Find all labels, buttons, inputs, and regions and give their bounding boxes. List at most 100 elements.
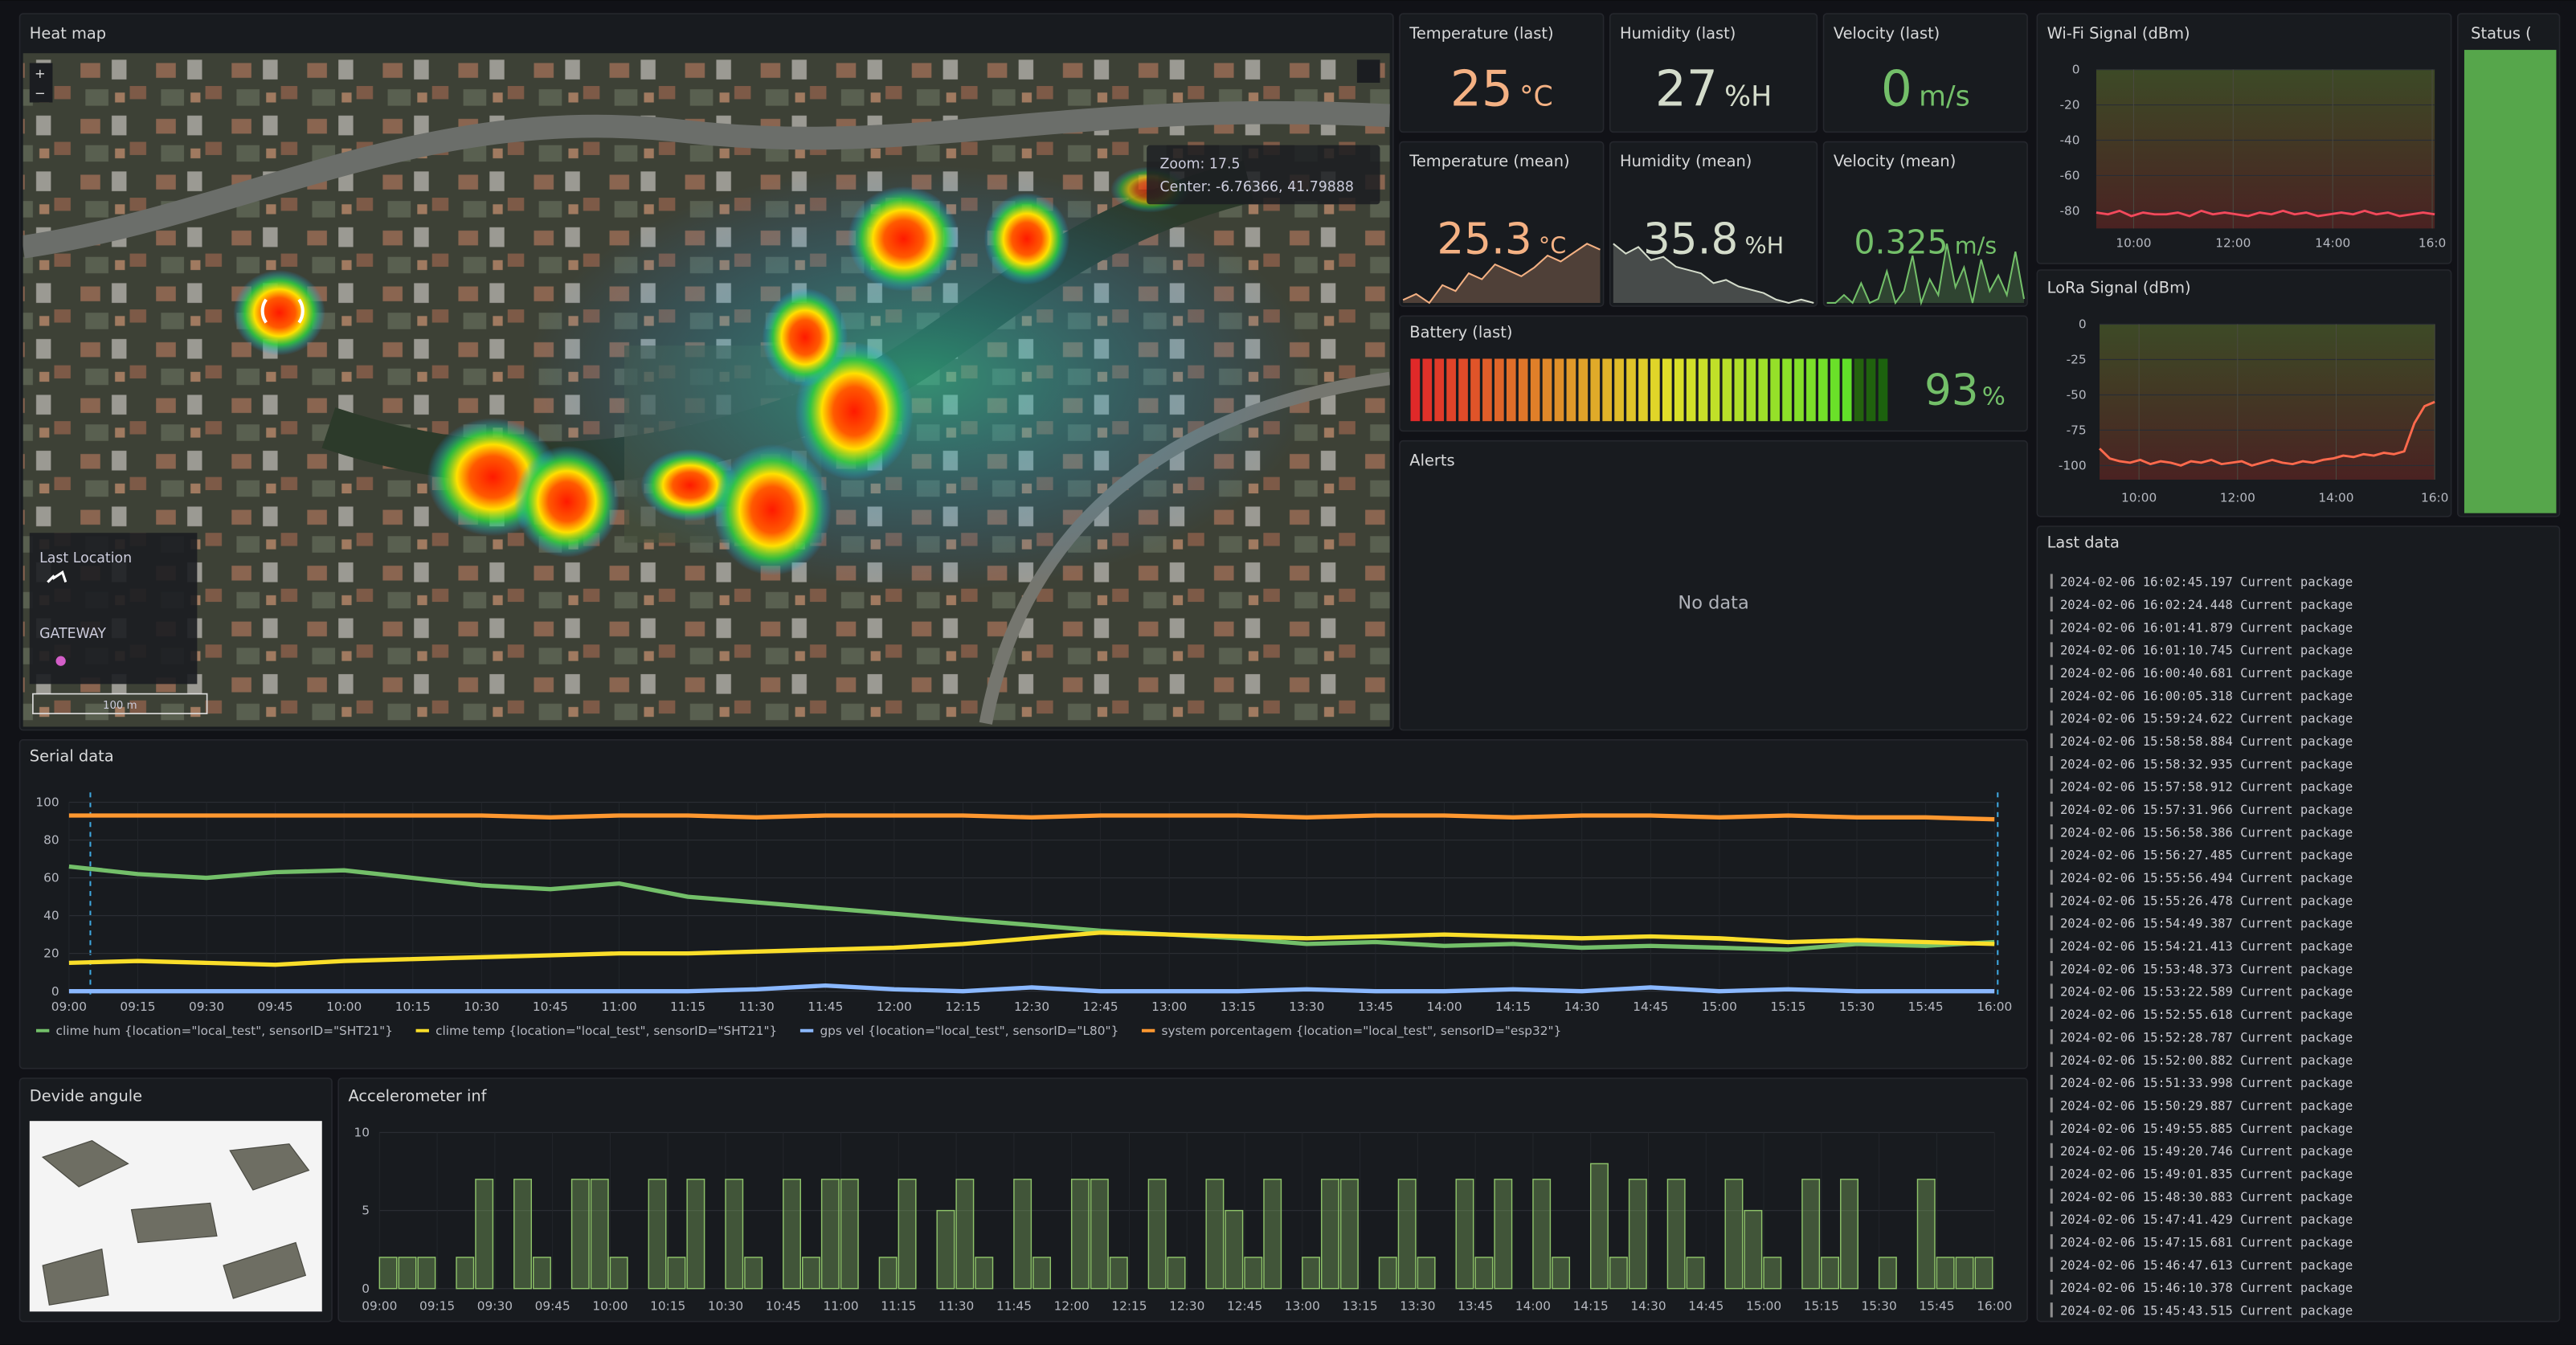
x-tick-label: 14:00 [2318,490,2353,505]
row-marker [2050,1074,2053,1090]
row-marker [2050,642,2053,657]
row-marker [2050,983,2053,999]
x-tick-label: 15:45 [1908,1000,1944,1014]
bar [1321,1179,1339,1290]
status-fill [2464,50,2557,513]
y-tick-label: -25 [2067,353,2087,367]
battery-cell [1482,358,1492,422]
battery-cell [1422,358,1433,422]
y-tick-label: -100 [2059,458,2087,472]
bar [1974,1257,1993,1290]
device-render [130,1202,218,1244]
battery-cell [1830,358,1840,422]
battery-cell [1458,358,1468,422]
bar [533,1257,551,1290]
stat-number: 35.8 [1643,215,1738,264]
battery-value: 93% [1924,366,2006,415]
panel [337,1077,2028,1323]
row-marker [2050,1211,2053,1227]
panel [1399,13,1605,133]
zoom-tooltip [1147,145,1380,205]
battery-cell [1794,358,1804,422]
battery-cell [1806,358,1816,422]
device-render [229,1143,310,1191]
x-tick-label: 14:15 [1495,1000,1531,1014]
bar [1397,1179,1417,1290]
log-row: 2024-02-06 15:53:22.589 Current package [2060,985,2353,1000]
stat-number: 0 [1881,61,1912,118]
bar [1244,1257,1263,1290]
bar [840,1179,859,1290]
log-row: 2024-02-06 15:50:29.887 Current package [2060,1098,2353,1113]
x-tick-label: 10:45 [766,1298,801,1313]
bar [1955,1257,1974,1290]
device-render [41,1140,129,1188]
x-tick-label: 13:30 [1400,1298,1435,1313]
bar [1821,1257,1840,1290]
zoom-out[interactable]: − [35,85,46,100]
x-tick-label: 15:00 [1746,1298,1781,1313]
x-tick-label: 10:30 [464,1000,499,1014]
x-tick-label: 12:30 [1169,1298,1204,1313]
fullscreen-button[interactable] [1356,59,1380,83]
bar [1013,1179,1032,1290]
bar [1744,1209,1763,1290]
plot-background [2100,324,2435,480]
battery-cell [1782,358,1792,422]
battery-cell [1866,358,1876,422]
battery-cell [1590,358,1601,422]
panel [1609,13,1818,133]
bar [955,1179,975,1290]
bar [1417,1257,1436,1290]
panel-title: Wi-Fi Signal (dBm) [2047,24,2190,43]
bar [1167,1257,1186,1290]
row-marker [2050,1143,2053,1159]
bar [1070,1179,1090,1290]
x-tick-label: 14:30 [1630,1298,1666,1313]
battery-cell [1410,358,1421,422]
x-tick-label: 10:30 [708,1298,743,1313]
x-tick-label: 10:15 [650,1298,685,1313]
log-row: 2024-02-06 15:48:30.883 Current package [2060,1190,2353,1204]
panel [1609,141,1818,307]
legend-label: GATEWAY [39,626,106,642]
bar [783,1179,801,1290]
battery-cell [1542,358,1552,422]
battery-cell [1578,358,1589,422]
no-data: No data [1678,592,1748,613]
bar [378,1257,398,1290]
heat-blob [848,186,960,292]
stat-number: 25 [1450,61,1513,118]
panel [18,739,2028,1069]
battery-cell [1686,358,1696,422]
series-line [68,864,1995,952]
x-tick-label: 11:30 [938,1298,974,1313]
row-marker [2050,1234,2053,1249]
x-tick-label: 11:15 [881,1298,916,1313]
device-render [42,1248,109,1306]
stat-unit: %H [1724,81,1772,113]
bar [609,1257,628,1290]
stat-number: 0.325 [1854,223,1948,262]
zoom-in[interactable]: + [35,66,46,81]
x-tick-label: 11:00 [823,1298,858,1313]
log-row: 2024-02-06 16:02:24.448 Current package [2060,598,2353,612]
log-row: 2024-02-06 15:56:27.485 Current package [2060,848,2353,863]
x-tick-label: 16:00 [1977,1298,2012,1313]
bar [1302,1257,1321,1290]
x-tick-label: 13:30 [1289,1000,1324,1014]
stat-unit: m/s [1955,232,1997,260]
scale-bar [32,693,208,714]
log-row: 2024-02-06 15:45:43.515 Current package [2060,1303,2353,1318]
row-marker [2050,915,2053,930]
x-tick-label: 11:45 [808,1000,843,1014]
bar [1378,1257,1397,1290]
x-tick-label: 13:00 [1151,1000,1187,1014]
stat-number: 27 [1655,61,1718,118]
log-row: 2024-02-06 15:54:21.413 Current package [2060,939,2353,954]
x-tick-label: 09:30 [189,1000,224,1014]
zoom-control[interactable] [29,63,53,103]
row-marker [2050,756,2053,771]
